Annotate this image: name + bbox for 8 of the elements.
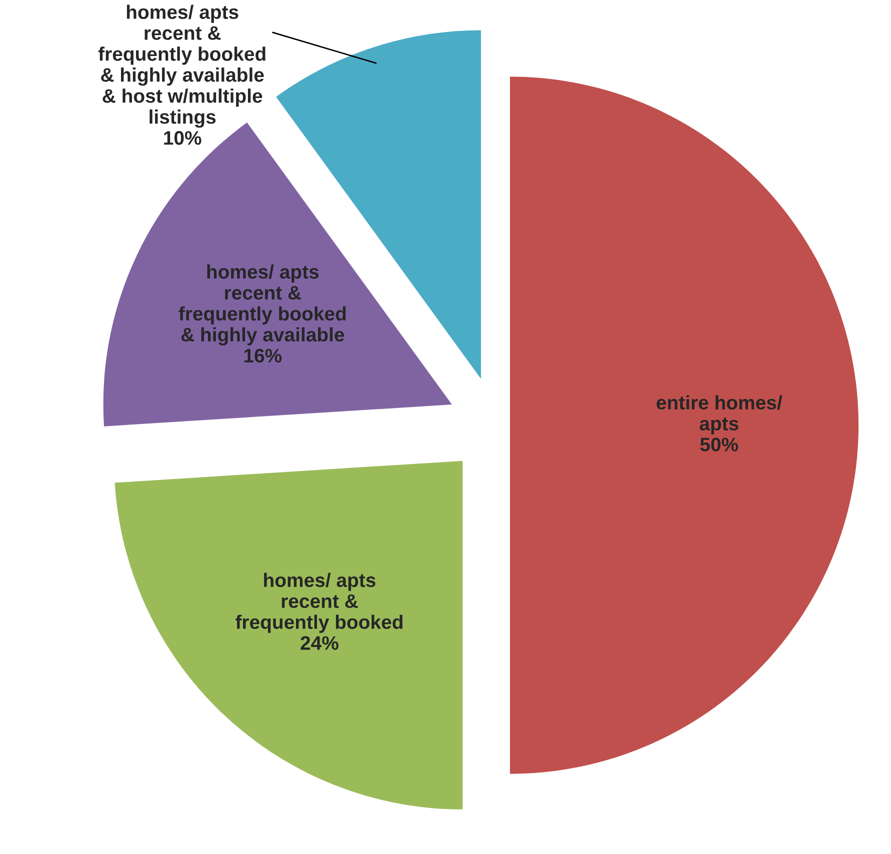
slice-label: homes/ apts recent & frequently booked & highly available & host w/multiple listings: [98, 4, 266, 128]
data-label: 24%: [300, 636, 338, 650]
slice-label: entire homes/ apts: [656, 395, 782, 434]
data-label: 16%: [244, 348, 282, 363]
data-label: 10%: [164, 131, 202, 145]
slice-label: homes/ apts recent & frequently booked & highly available: [178, 264, 346, 346]
data-label: 50%: [700, 438, 738, 452]
slice-label: homes/ apts recent & frequently booked: [236, 572, 402, 633]
